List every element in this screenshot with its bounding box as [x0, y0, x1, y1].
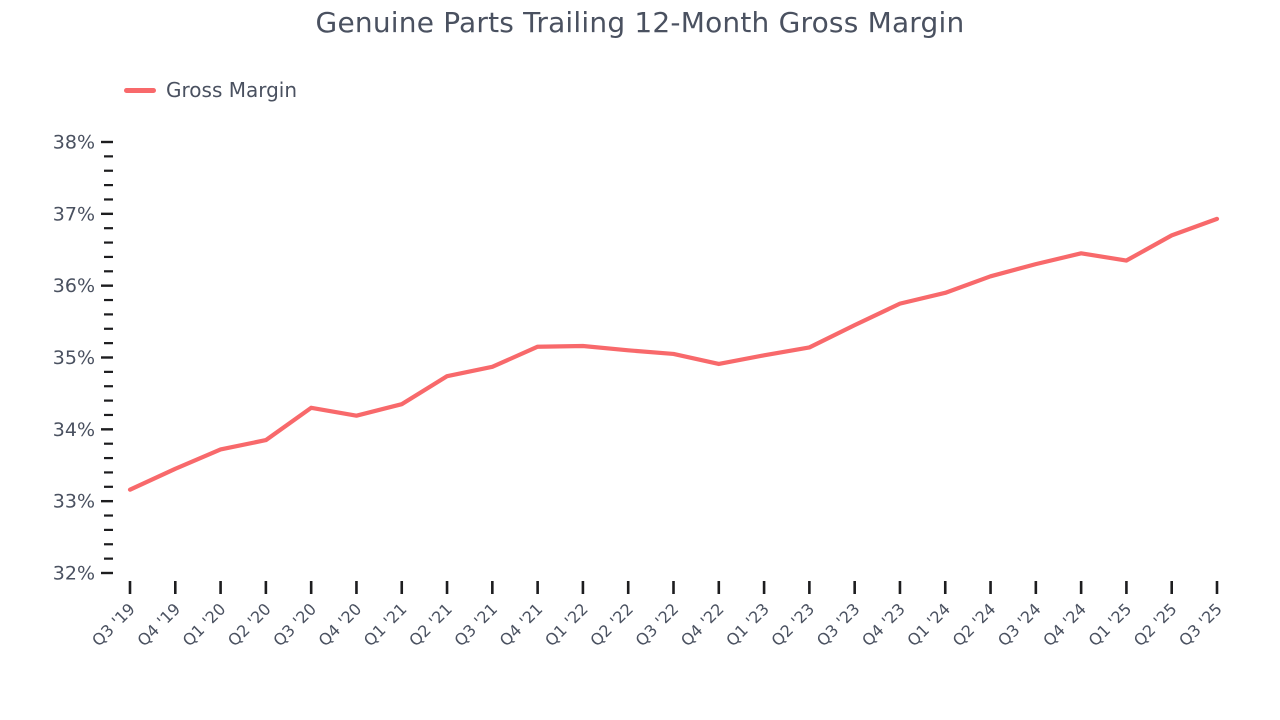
x-axis-tick-label: Q2 '20	[224, 599, 275, 650]
x-axis-tick-label: Q3 '23	[813, 599, 864, 650]
x-axis-tick-label: Q1 '21	[360, 599, 411, 650]
y-axis-tick-label: 37%	[53, 203, 95, 225]
x-axis-tick-label: Q3 '19	[88, 599, 139, 650]
y-axis-tick-label: 32%	[53, 563, 95, 585]
x-axis-tick-label: Q1 '23	[722, 599, 773, 650]
x-axis-tick-label: Q1 '24	[903, 599, 954, 650]
chart-legend: Gross Margin	[124, 78, 297, 102]
x-axis-tick-label: Q4 '20	[315, 599, 366, 650]
x-axis-tick-label: Q3 '21	[451, 599, 502, 650]
x-axis-tick-label: Q2 '21	[405, 599, 456, 650]
legend-label-gross-margin: Gross Margin	[166, 78, 298, 102]
x-axis-tick-label: Q1 '22	[541, 599, 592, 650]
x-axis-tick-label: Q3 '25	[1175, 599, 1226, 650]
y-axis-tick-label: 34%	[53, 419, 95, 441]
y-axis-tick-label: 35%	[53, 347, 95, 369]
y-axis-tick-label: 36%	[53, 275, 95, 297]
page-title: Genuine Parts Trailing 12-Month Gross Ma…	[315, 6, 965, 39]
x-axis-tick-label: Q4 '21	[496, 599, 547, 650]
x-axis-tick-label: Q1 '25	[1085, 599, 1136, 650]
y-axis-tick-label: 38%	[53, 132, 95, 154]
x-axis-tick-label: Q2 '22	[586, 599, 637, 650]
x-axis-tick-label: Q3 '24	[994, 599, 1045, 650]
x-axis-tick-label: Q4 '19	[133, 599, 184, 650]
x-axis-tick-label: Q4 '22	[677, 599, 728, 650]
x-axis-tick-label: Q2 '25	[1130, 599, 1181, 650]
x-axis-tick-label: Q2 '24	[949, 599, 1000, 650]
x-axis-tick-label: Q4 '23	[858, 599, 909, 650]
x-axis-tick-label: Q3 '22	[632, 599, 683, 650]
x-axis-tick-label: Q4 '24	[1039, 599, 1090, 650]
legend-color-swatch-gross-margin	[124, 87, 156, 93]
y-axis-tick-label: 33%	[53, 491, 95, 513]
series-line-gross-margin	[127, 216, 1220, 492]
x-axis-tick-label: Q3 '20	[269, 599, 320, 650]
y-axis: 38% 37% 36% 35% 34% 33% 32%	[53, 132, 113, 585]
x-axis-tick-label: Q2 '23	[768, 599, 819, 650]
x-axis-tick-label: Q1 '20	[179, 599, 230, 650]
